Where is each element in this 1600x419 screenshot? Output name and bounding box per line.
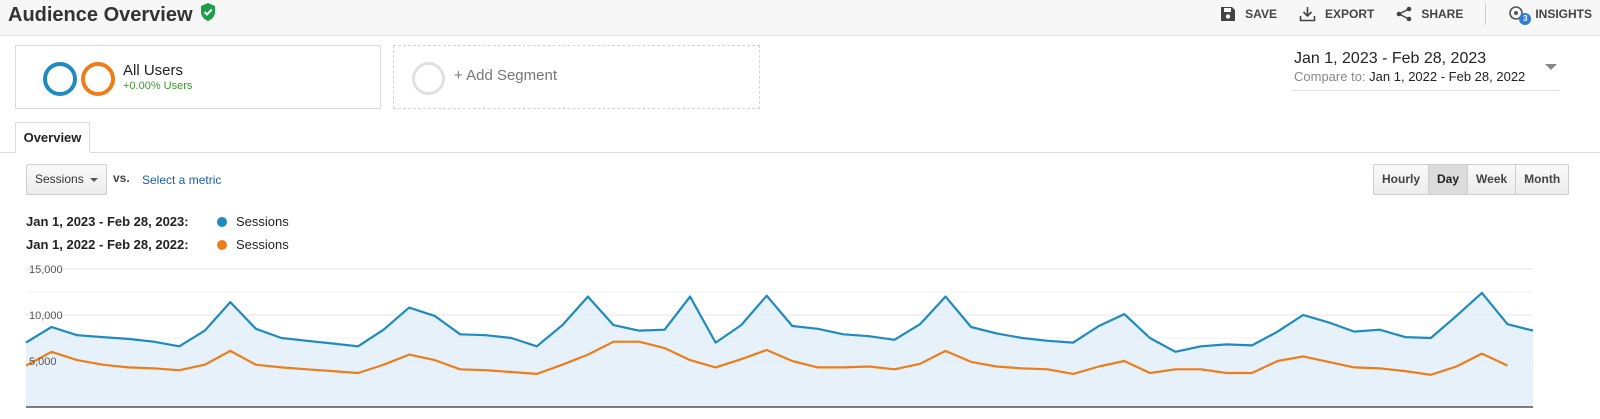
empty-segment-circle-icon [412, 62, 445, 95]
chevron-down-icon [90, 178, 98, 182]
add-segment-button[interactable]: + Add Segment [393, 45, 760, 109]
legend-current-metric: Sessions [236, 214, 289, 229]
granularity-toggle: Hourly Day Week Month [1373, 164, 1570, 195]
legend-previous: Jan 1, 2022 - Feb 28, 2022: Sessions [26, 237, 289, 252]
download-icon [1299, 6, 1316, 21]
save-button[interactable]: SAVE [1220, 6, 1277, 22]
legend-previous-dot [217, 239, 227, 250]
select-metric-link[interactable]: Select a metric [142, 173, 222, 187]
compare-label: Compare to: [1294, 69, 1366, 84]
insights-label: INSIGHTS [1535, 6, 1592, 21]
verified-shield-icon [199, 2, 217, 28]
page-title: Audience Overview [8, 2, 217, 28]
legend-current: Jan 1, 2023 - Feb 28, 2023: Sessions [26, 214, 289, 229]
export-button[interactable]: EXPORT [1299, 6, 1374, 22]
legend-previous-range: Jan 1, 2022 - Feb 28, 2022: [26, 237, 189, 252]
sessions-line-chart: 15,000 10,000 5,000 [25, 264, 1534, 408]
top-bar: Audience Overview SAVE EXPORT SHARE 3 IN… [0, 0, 1600, 36]
date-range-picker[interactable]: Jan 1, 2023 - Feb 28, 2023 Compare to: J… [1291, 50, 1559, 91]
compare-range: Jan 1, 2022 - Feb 28, 2022 [1369, 69, 1526, 84]
y-tick-label: 15,000 [29, 264, 63, 276]
segment-name: All Users [123, 62, 184, 79]
insights-badge: 3 [1519, 12, 1532, 25]
legend-current-dot [217, 216, 227, 227]
granularity-month[interactable]: Month [1515, 165, 1569, 194]
granularity-hourly[interactable]: Hourly [1374, 165, 1429, 194]
legend-previous-metric: Sessions [236, 237, 289, 252]
share-button[interactable]: SHARE [1396, 6, 1463, 22]
tab-divider [0, 152, 1600, 153]
segment-previous-circle-icon [81, 62, 115, 96]
metric-dropdown[interactable]: Sessions [26, 164, 107, 195]
current-series-area [26, 292, 1533, 407]
segment-current-circle-icon [43, 62, 77, 96]
floppy-disk-icon [1221, 6, 1236, 21]
insights-button[interactable]: 3 INSIGHTS [1508, 5, 1592, 25]
share-label: SHARE [1421, 6, 1464, 21]
chevron-down-icon [1545, 64, 1557, 70]
vs-label: vs. [113, 171, 130, 185]
page-title-text: Audience Overview [8, 3, 193, 26]
share-icon [1397, 6, 1412, 21]
metric-selected: Sessions [35, 172, 84, 186]
y-tick-label: 5,000 [29, 356, 57, 368]
date-range-compare: Compare to: Jan 1, 2022 - Feb 28, 2022 [1294, 69, 1525, 84]
segment-change: +0.00% Users [123, 80, 193, 92]
add-segment-label: + Add Segment [454, 67, 557, 84]
header-actions: SAVE EXPORT SHARE 3 INSIGHTS [1198, 0, 1592, 27]
export-label: EXPORT [1324, 6, 1375, 21]
current-series-line [25, 291, 1534, 353]
granularity-week[interactable]: Week [1467, 165, 1516, 194]
save-label: SAVE [1245, 6, 1277, 21]
y-tick-label: 10,000 [29, 310, 63, 322]
date-range-primary: Jan 1, 2023 - Feb 28, 2023 [1294, 50, 1487, 67]
legend-current-range: Jan 1, 2023 - Feb 28, 2023: [26, 214, 189, 229]
action-divider [1485, 2, 1487, 25]
granularity-day[interactable]: Day [1428, 165, 1468, 194]
previous-series-line [25, 340, 1508, 376]
segment-all-users[interactable]: All Users +0.00% Users [15, 45, 381, 109]
tab-overview[interactable]: Overview [15, 122, 90, 153]
